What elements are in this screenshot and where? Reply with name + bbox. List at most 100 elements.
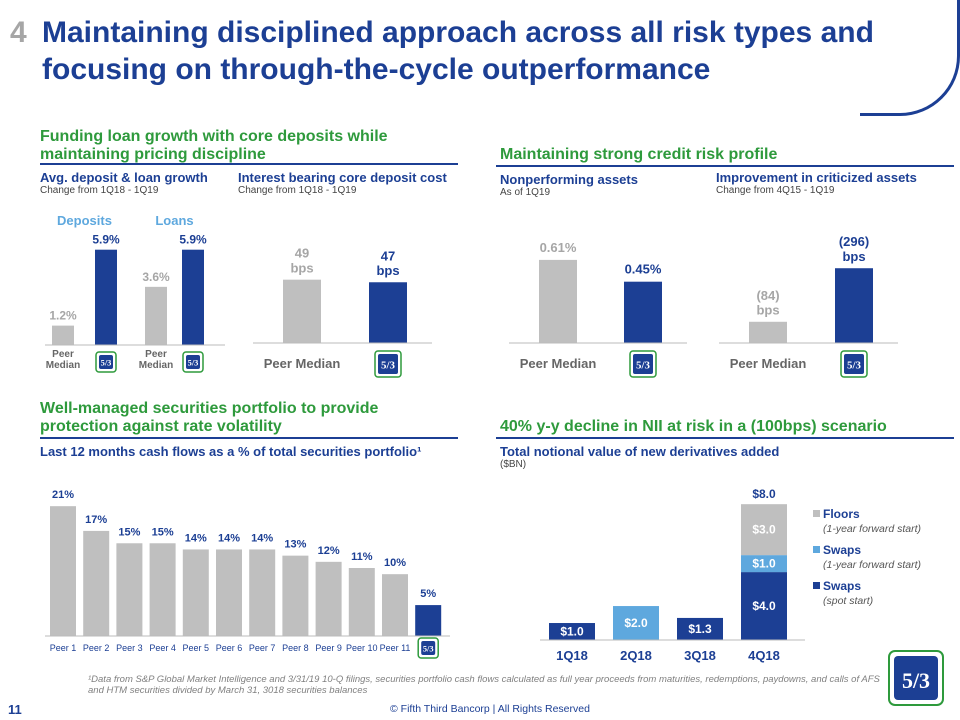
tick-label: Peer 5: [183, 643, 210, 653]
legend-note: (spot start): [823, 595, 873, 607]
tick-label: Peer Median: [520, 356, 597, 371]
data-label: 11%: [351, 551, 373, 563]
tick-label: 4Q18: [748, 648, 780, 663]
chart-title: Nonperforming assets: [500, 172, 638, 187]
data-label: 1.2%: [49, 309, 77, 323]
section-funding-title: Funding loan growth with core deposits w…: [40, 128, 388, 163]
data-label: 5.9%: [92, 233, 120, 247]
tick-label: 1Q18: [556, 648, 588, 663]
tick-label: Peer 9: [315, 643, 342, 653]
bar-segment: [741, 555, 787, 573]
bar: [182, 549, 209, 636]
data-label: 14%: [185, 532, 207, 544]
section-rule: [496, 165, 954, 167]
legend-swatch: [813, 582, 820, 589]
tick-label: Peer 3: [116, 643, 143, 653]
chart-subtitle: As of 1Q19: [500, 187, 551, 198]
bar: [283, 279, 321, 343]
page-number: 11: [8, 702, 22, 717]
bar: [315, 561, 342, 636]
tick-label: Peer 4: [149, 643, 176, 653]
bar-segment: [549, 623, 595, 640]
section-credit-title: Maintaining strong credit risk profile: [500, 146, 778, 163]
legend-note: (1-year forward start): [823, 523, 921, 535]
data-label: 14%: [251, 532, 273, 544]
data-label: 3.6%: [142, 270, 170, 284]
data-label: (296) bps: [839, 234, 869, 264]
derivatives-chart: $1.0 1Q18 $2.0 2Q18 $1.3 3Q18 $4.0 $1.0 $3.0 $8.0…: [540, 487, 921, 663]
bar: [624, 281, 662, 343]
tick-label: Peer 11: [380, 643, 411, 653]
bar: [83, 530, 110, 636]
chart-subtitle: Change from 4Q15 - 1Q19: [716, 185, 835, 196]
legend-swatch: [813, 510, 820, 517]
data-label: 12%: [318, 545, 340, 557]
tick-label: Peer Median: [264, 356, 341, 371]
data-label: 10%: [384, 557, 406, 569]
data-label: 0.45%: [625, 262, 662, 277]
tick-label: Peer 2: [83, 643, 110, 653]
data-label: (84) bps: [756, 288, 779, 318]
bar: [369, 282, 407, 343]
tick-label: Peer 8: [282, 643, 309, 653]
bar: [50, 506, 76, 636]
criticized-assets-chart: (84) bps (296) bps Peer Median 5/3: [719, 234, 898, 378]
bar: [182, 249, 204, 345]
data-label: $4.0: [752, 599, 776, 613]
deposit-cost-chart: 49 bps 47 bps Peer Median 5/3: [253, 246, 432, 378]
chart-title: Last 12 months cash flows as a % of tota…: [40, 444, 422, 459]
fifth-third-logo-icon: 5/3: [182, 351, 204, 373]
legend-note: (1-year forward start): [823, 559, 921, 571]
page-title: Maintaining disciplined approach across …: [42, 16, 874, 86]
tick-label: Peer Median: [730, 356, 807, 371]
data-label: $1.0: [752, 557, 776, 571]
slide-number: 4: [10, 16, 27, 49]
bar-segment: [741, 504, 787, 556]
fifth-third-logo-icon: 5/3: [417, 637, 439, 659]
tick-label: Peer Median: [139, 349, 173, 371]
fifth-third-logo-icon: 5/3: [95, 351, 117, 373]
chart-title: Avg. deposit & loan growth: [40, 170, 208, 185]
legend-label: Swaps: [823, 579, 861, 593]
bar-segment: [613, 606, 659, 640]
chart-title: Total notional value of new derivatives …: [500, 444, 780, 459]
svg-text:5/3: 5/3: [847, 359, 861, 371]
data-label: 5.9%: [179, 233, 207, 247]
chart-subtitle: Change from 1Q18 - 1Q19: [238, 185, 357, 196]
fifth-third-logo-icon: 5/3: [840, 350, 868, 378]
bar: [116, 543, 143, 636]
section-rule: [40, 163, 458, 165]
chart-title: Improvement in criticized assets: [716, 170, 917, 185]
section-rule: [40, 437, 458, 439]
fifth-third-logo-icon: 5/3: [629, 350, 657, 378]
legend-label: Floors: [823, 507, 860, 521]
data-label: $2.0: [624, 616, 648, 630]
data-label: $1.3: [688, 622, 712, 636]
data-label: 14%: [218, 532, 240, 544]
copyright: © Fifth Third Bancorp | All Rights Reser…: [390, 703, 590, 715]
data-label: 5%: [420, 588, 436, 600]
bar-segment: [677, 617, 723, 640]
svg-text:5/3: 5/3: [101, 358, 112, 367]
npa-chart: 0.61% 0.45% Peer Median 5/3: [509, 240, 687, 378]
section-nii-title: 40% y-y decline in NII at risk in a (100…: [500, 418, 887, 435]
svg-text:5/3: 5/3: [636, 359, 650, 371]
data-label: 49 bps: [290, 246, 313, 276]
bar: [52, 325, 74, 345]
data-label: $1.0: [560, 625, 584, 639]
section-rule: [496, 437, 954, 439]
tick-label: Peer 6: [216, 643, 243, 653]
bar: [539, 259, 577, 343]
data-label: 15%: [152, 526, 174, 538]
bar: [282, 555, 309, 636]
data-label: $3.0: [752, 523, 776, 537]
legend-label: Deposits: [57, 213, 112, 228]
svg-text:5/3: 5/3: [188, 358, 199, 367]
data-label: 47 bps: [376, 248, 399, 278]
bar: [145, 286, 167, 345]
tick-label: 2Q18: [620, 648, 652, 663]
data-label: 0.61%: [540, 240, 577, 255]
svg-text:5/3: 5/3: [381, 359, 395, 371]
tick-label: Peer 10: [346, 643, 378, 653]
data-label: 17%: [85, 514, 107, 526]
